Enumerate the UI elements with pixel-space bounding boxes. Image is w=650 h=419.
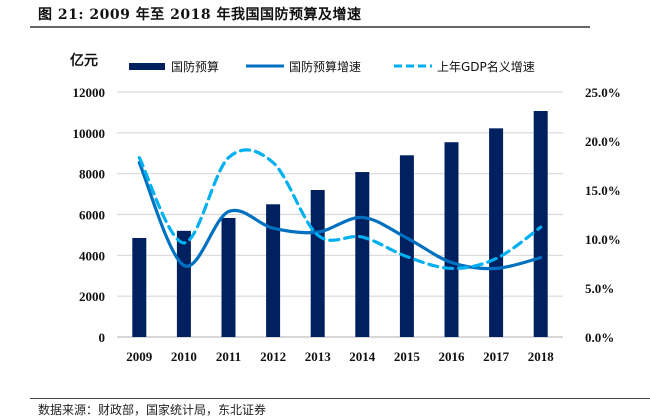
left-tick-label: 12000 xyxy=(73,85,106,100)
x-axis-ticks: 2009 2010 2011 2012 2013 2014 2015 2016 2017 2018 xyxy=(126,349,554,364)
right-tick-label: 20.0% xyxy=(585,134,621,149)
legend-label-budget-growth: 国防预算增速 xyxy=(289,59,361,74)
figure-title: 图 21: 2009 年至 2018 年我国国防预算及增速 xyxy=(38,7,362,23)
left-axis-ticks: 0 2000 4000 6000 8000 10000 12000 xyxy=(73,85,106,345)
bar-2009 xyxy=(132,237,147,337)
right-axis-ticks: 0.0% 5.0% 10.0% 15.0% 20.0% 25.0% xyxy=(585,85,621,345)
left-tick-label: 8000 xyxy=(79,167,105,182)
bar-2014 xyxy=(355,172,370,337)
title-rule xyxy=(30,26,590,28)
right-tick-label: 25.0% xyxy=(585,85,621,100)
legend-swatch-bar xyxy=(129,63,165,70)
x-tick-label: 2015 xyxy=(394,349,421,364)
bar-2017 xyxy=(489,128,504,337)
bar-2010 xyxy=(176,230,191,337)
legend-label-budget: 国防预算 xyxy=(171,59,219,74)
source-rule xyxy=(30,398,650,399)
chart: 0 2000 4000 6000 8000 10000 12000 0.0% 5.0% 10.0… xyxy=(70,52,621,364)
bar-2015 xyxy=(399,155,414,337)
bars xyxy=(132,110,548,337)
x-tick-label: 2009 xyxy=(126,349,153,364)
x-tick-label: 2016 xyxy=(439,349,466,364)
legend-label-gdp-growth: 上年GDP名义增速 xyxy=(437,59,535,74)
left-tick-label: 10000 xyxy=(73,126,106,141)
gdp-growth-line xyxy=(137,148,543,271)
bar-2018 xyxy=(533,110,548,337)
gridlines xyxy=(117,91,563,338)
bar-2016 xyxy=(444,142,459,337)
bar-2013 xyxy=(310,190,325,337)
x-tick-label: 2017 xyxy=(483,349,510,364)
left-tick-label: 0 xyxy=(99,330,106,345)
x-tick-label: 2013 xyxy=(305,349,332,364)
legend: 国防预算 国防预算增速 上年GDP名义增速 xyxy=(129,59,535,74)
left-tick-label: 4000 xyxy=(79,248,105,263)
right-tick-label: 10.0% xyxy=(585,232,621,247)
right-tick-label: 15.0% xyxy=(585,183,621,198)
right-tick-label: 0.0% xyxy=(585,330,614,345)
budget-growth-line xyxy=(137,160,543,271)
left-tick-label: 6000 xyxy=(79,208,105,223)
x-tick-label: 2010 xyxy=(171,349,197,364)
x-tick-label: 2014 xyxy=(349,349,376,364)
bar-2011 xyxy=(221,217,236,337)
x-tick-label: 2012 xyxy=(260,349,286,364)
lines xyxy=(137,148,543,271)
right-tick-label: 5.0% xyxy=(585,281,614,296)
source-note: 数据来源：财政部，国家统计局，东北证券 xyxy=(38,403,267,417)
x-tick-label: 2011 xyxy=(216,349,241,364)
left-tick-label: 2000 xyxy=(79,289,105,304)
left-axis-label: 亿元 xyxy=(70,52,98,69)
bar-2012 xyxy=(266,204,281,337)
x-tick-label: 2018 xyxy=(528,349,555,364)
